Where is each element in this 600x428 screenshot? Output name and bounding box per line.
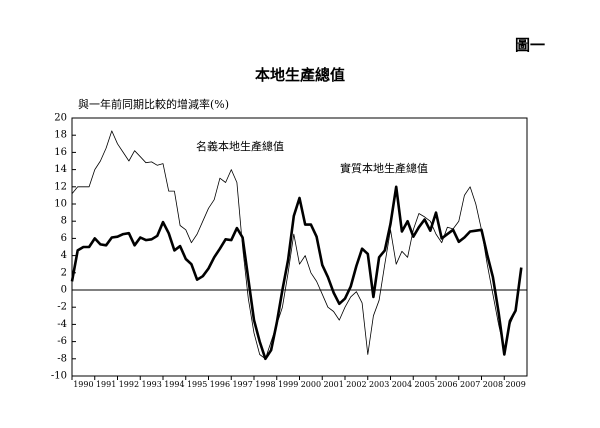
x-tick-label: 2002 xyxy=(346,380,366,389)
y-tick-label: -2 xyxy=(57,302,67,313)
y-tick-label: 20 xyxy=(54,113,67,124)
figure-label: 圖一 xyxy=(515,36,545,54)
x-tick-label: 2007 xyxy=(460,380,480,389)
y-tick-label: 12 xyxy=(54,181,67,192)
x-tick-label: 2004 xyxy=(392,380,412,389)
x-tick-label: 2009 xyxy=(505,380,525,389)
y-tick-label: 6 xyxy=(61,233,67,244)
x-tick-label: 1995 xyxy=(187,380,207,389)
x-tick-label: 1999 xyxy=(278,380,298,389)
x-tick-label: 1997 xyxy=(232,380,252,389)
x-tick-label: 1991 xyxy=(96,380,116,389)
y-tick-label: 14 xyxy=(54,164,67,175)
x-tick-label: 1994 xyxy=(164,380,184,389)
y-tick-label: 10 xyxy=(54,199,67,210)
x-tick-label: 2000 xyxy=(301,380,321,389)
y-tick-label: 0 xyxy=(61,285,67,296)
chart-title: 本地生產總值 xyxy=(255,66,345,84)
x-tick-label: 2005 xyxy=(414,380,434,389)
y-tick-label: 8 xyxy=(61,216,67,227)
x-tick-label: 2006 xyxy=(437,380,457,389)
x-tick-label: 1990 xyxy=(73,380,93,389)
x-tick-label: 1993 xyxy=(141,380,161,389)
series-line xyxy=(71,130,522,360)
x-tick-label: 2003 xyxy=(369,380,389,389)
x-tick-label: 1996 xyxy=(210,380,230,389)
x-tick-label: 1998 xyxy=(255,380,275,389)
x-tick-label: 2008 xyxy=(483,380,503,389)
y-tick-label: -4 xyxy=(57,319,67,330)
series-label: 實質本地生產總值 xyxy=(340,161,428,175)
x-tick-label: 2001 xyxy=(323,380,343,389)
y-tick-label: 16 xyxy=(54,147,67,158)
y-tick-label: 18 xyxy=(54,130,67,141)
y-tick-label: -8 xyxy=(57,353,67,364)
y-tick-label: -10 xyxy=(51,371,67,382)
x-tick-label: 1992 xyxy=(119,380,139,389)
series-label: 名義本地生產總值 xyxy=(196,139,284,153)
y-axis-label: 與一年前同期比較的增減率(%) xyxy=(78,97,229,111)
y-tick-label: -6 xyxy=(57,336,67,347)
y-tick-label: 2 xyxy=(61,267,67,278)
y-tick-label: 4 xyxy=(61,250,67,261)
series-line xyxy=(70,185,523,361)
